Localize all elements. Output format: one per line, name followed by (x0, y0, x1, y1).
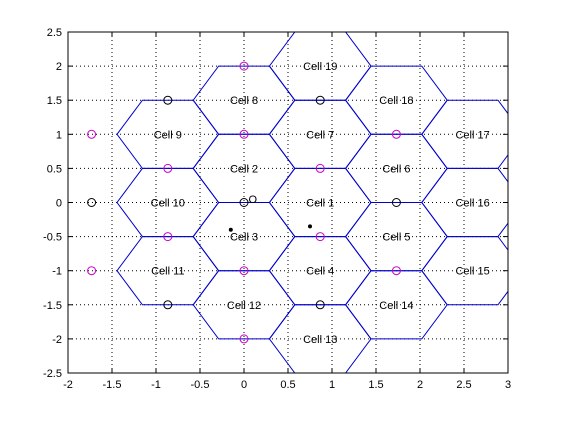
y-tick-label: 1 (56, 129, 62, 141)
grid-lines (67, 31, 509, 374)
cell-label: Cell 8 (230, 95, 258, 107)
cell-label: Cell 1 (306, 198, 334, 210)
y-tick-label: 2.5 (47, 27, 62, 39)
cell-label: Cell 6 (382, 163, 410, 175)
x-tick-label: -0.5 (191, 379, 210, 391)
x-tick-label: 0 (241, 379, 247, 391)
y-tick-label: 0.5 (47, 163, 62, 175)
y-tick-label: -1.5 (43, 300, 62, 312)
magenta-circle-marker (239, 266, 249, 276)
x-tick-label: 3 (505, 379, 511, 391)
black-circle-marker (163, 300, 173, 310)
cell-label: Cell 4 (306, 266, 334, 278)
data-point (308, 224, 312, 229)
cell-label: Cell 15 (455, 266, 489, 278)
black-circle-marker (391, 198, 401, 207)
cell-label: Cell 12 (227, 300, 261, 312)
cell-label: Cell 3 (230, 232, 258, 244)
black-circle-marker (315, 95, 325, 105)
black-circle-marker (87, 198, 97, 207)
x-tick-label: -2 (63, 379, 73, 391)
site-markers (87, 61, 401, 344)
black-circle-marker (163, 95, 173, 105)
magenta-circle-marker (239, 334, 249, 344)
x-tick-label: -1.5 (103, 379, 122, 391)
black-circle-marker (239, 198, 249, 207)
axes: -2 -1.5 -1 -0.5 0 0.5 1 1.5 2 2.5 3 2.5 2 1.5 1 0.5 0 -0.… (43, 27, 511, 391)
magenta-circle-marker (87, 129, 97, 139)
magenta-circle-marker (391, 129, 401, 139)
y-tick-label: 1.5 (47, 95, 62, 107)
x-tick-label: 1 (329, 379, 335, 391)
magenta-circle-marker (87, 266, 97, 276)
cell-labels: Cell 1 Cell 2 Cell 3 Cell 4 Cell 5 Cell 6 Cell… (151, 61, 490, 346)
cell-label: Cell 5 (382, 232, 410, 244)
cell-label: Cell 11 (151, 266, 184, 278)
cell-label: Cell 19 (303, 61, 337, 73)
cell-label: Cell 7 (306, 129, 334, 141)
x-tick-label: 2 (417, 379, 423, 391)
hexagon-cells (116, 32, 508, 373)
cell-label: Cell 9 (154, 129, 182, 141)
magenta-circle-marker (391, 266, 401, 276)
magenta-circle-marker (315, 163, 325, 173)
x-tick-label: 2.5 (456, 379, 471, 391)
x-tick-label: 1.5 (368, 379, 383, 391)
y-tick-label: 0 (56, 198, 62, 210)
black-circle-marker (315, 300, 325, 310)
y-tick-label: -2 (52, 334, 62, 346)
y-tick-label: -2.5 (43, 368, 62, 380)
hexagon-cell (268, 32, 372, 101)
cell-label: Cell 2 (230, 163, 258, 175)
magenta-circle-marker (163, 163, 173, 173)
origin-annotation: O (249, 194, 258, 206)
cell-label: Cell 17 (455, 129, 489, 141)
cell-label: Cell 18 (379, 95, 413, 107)
magenta-circle-marker (239, 129, 249, 139)
magenta-circle-marker (163, 232, 173, 242)
cell-label: Cell 13 (303, 334, 337, 346)
data-point (228, 227, 233, 232)
y-tick-label: -0.5 (43, 232, 62, 244)
cell-label: Cell 16 (455, 198, 489, 210)
magenta-circle-marker (315, 232, 325, 242)
cell-label: Cell 14 (379, 300, 413, 312)
x-tick-label: 0.5 (280, 379, 295, 391)
y-tick-label: -1 (52, 266, 62, 278)
y-tick-label: 2 (56, 61, 62, 73)
magenta-circle-marker (239, 61, 249, 71)
x-tick-label: -1 (151, 379, 161, 391)
cell-label: Cell 10 (151, 198, 185, 210)
